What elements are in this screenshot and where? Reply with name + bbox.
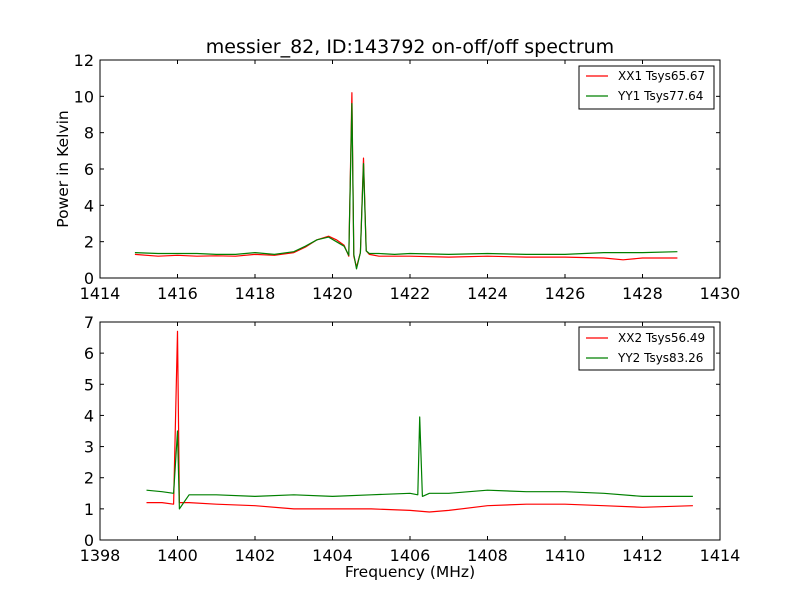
top-legend-box [578,65,715,110]
bottom-y-tick-label: 4 [84,406,94,425]
bottom-x-tick-label: 1410 [545,546,586,565]
top-y-tick-label: 6 [84,160,94,179]
bottom-y-tick-label: 5 [84,375,94,394]
bottom-x-tick-label: 1398 [80,546,121,565]
bottom-y-tick-label: 1 [84,500,94,519]
bottom-spectrum-panel: 1398 1400 1402 1404 1406 1408 1410 1412 1414 0 1 2 3… [80,313,741,581]
bottom-y-tick-label: 0 [84,531,94,550]
bottom-series-line-1 [146,330,693,513]
legend-label-yy1: YY1 Tsys77.64 [617,89,703,103]
bottom-y-tick-label: 2 [84,469,94,488]
legend-label-xx2: XX2 Tsys56.49 [618,331,705,345]
top-spectrum-panel: 1414 1416 1418 1420 1422 1424 1426 1428 1430 0 2 4 6… [54,51,740,303]
bottom-series-line-2 [146,416,693,510]
top-y-tick-label: 12 [74,51,94,70]
bottom-x-axis-label: Frequency (MHz) [345,563,475,581]
bottom-y-tick-label: 3 [84,438,94,457]
top-x-tick-label: 1426 [545,284,586,303]
top-y-tick-label: 8 [84,124,94,143]
bottom-x-tick-label: 1404 [312,546,353,565]
top-series-line-2 [134,102,678,270]
top-x-tick-label: 1430 [700,284,741,303]
bottom-y-tick-label: 6 [84,344,94,363]
top-y-axis-label: Power in Kelvin [54,110,72,227]
bottom-x-tick-label: 1414 [700,546,741,565]
bottom-x-tick-label: 1412 [622,546,663,565]
top-y-tick-label: 0 [84,269,94,288]
bottom-y-tick-label: 7 [84,313,94,332]
top-x-tick-label: 1424 [467,284,508,303]
chart-title: messier_82, ID:143792 on-off/off spectru… [206,36,614,58]
bottom-x-tick-label: 1408 [467,546,508,565]
bottom-tick-layer: 1398 1400 1402 1404 1406 1408 1410 1412 1414 0 1 2 3… [80,313,741,565]
bottom-x-tick-label: 1402 [235,546,276,565]
top-y-tick-label: 4 [84,196,94,215]
top-x-tick-label: 1420 [312,284,353,303]
top-tick-layer: 1414 1416 1418 1420 1422 1424 1426 1428 1430 0 2 4 6… [74,51,741,303]
bottom-series-layer [146,330,693,513]
top-y-tick-label: 2 [84,233,94,252]
top-x-tick-label: 1416 [157,284,198,303]
top-x-tick-label: 1422 [390,284,431,303]
top-legend: XX1 Tsys65.67 YY1 Tsys77.64 [578,65,715,110]
top-x-tick-label: 1428 [622,284,663,303]
bottom-legend-box [578,326,715,371]
legend-label-yy2: YY2 Tsys83.26 [617,351,703,365]
bottom-legend: XX2 Tsys56.49 YY2 Tsys83.26 [578,326,715,371]
top-y-tick-label: 10 [74,87,94,106]
top-x-tick-label: 1418 [235,284,276,303]
top-x-tick-label: 1414 [80,284,121,303]
bottom-x-tick-label: 1400 [157,546,198,565]
bottom-x-tick-label: 1406 [390,546,431,565]
legend-label-xx1: XX1 Tsys65.67 [618,69,705,83]
top-series-layer [134,92,678,270]
